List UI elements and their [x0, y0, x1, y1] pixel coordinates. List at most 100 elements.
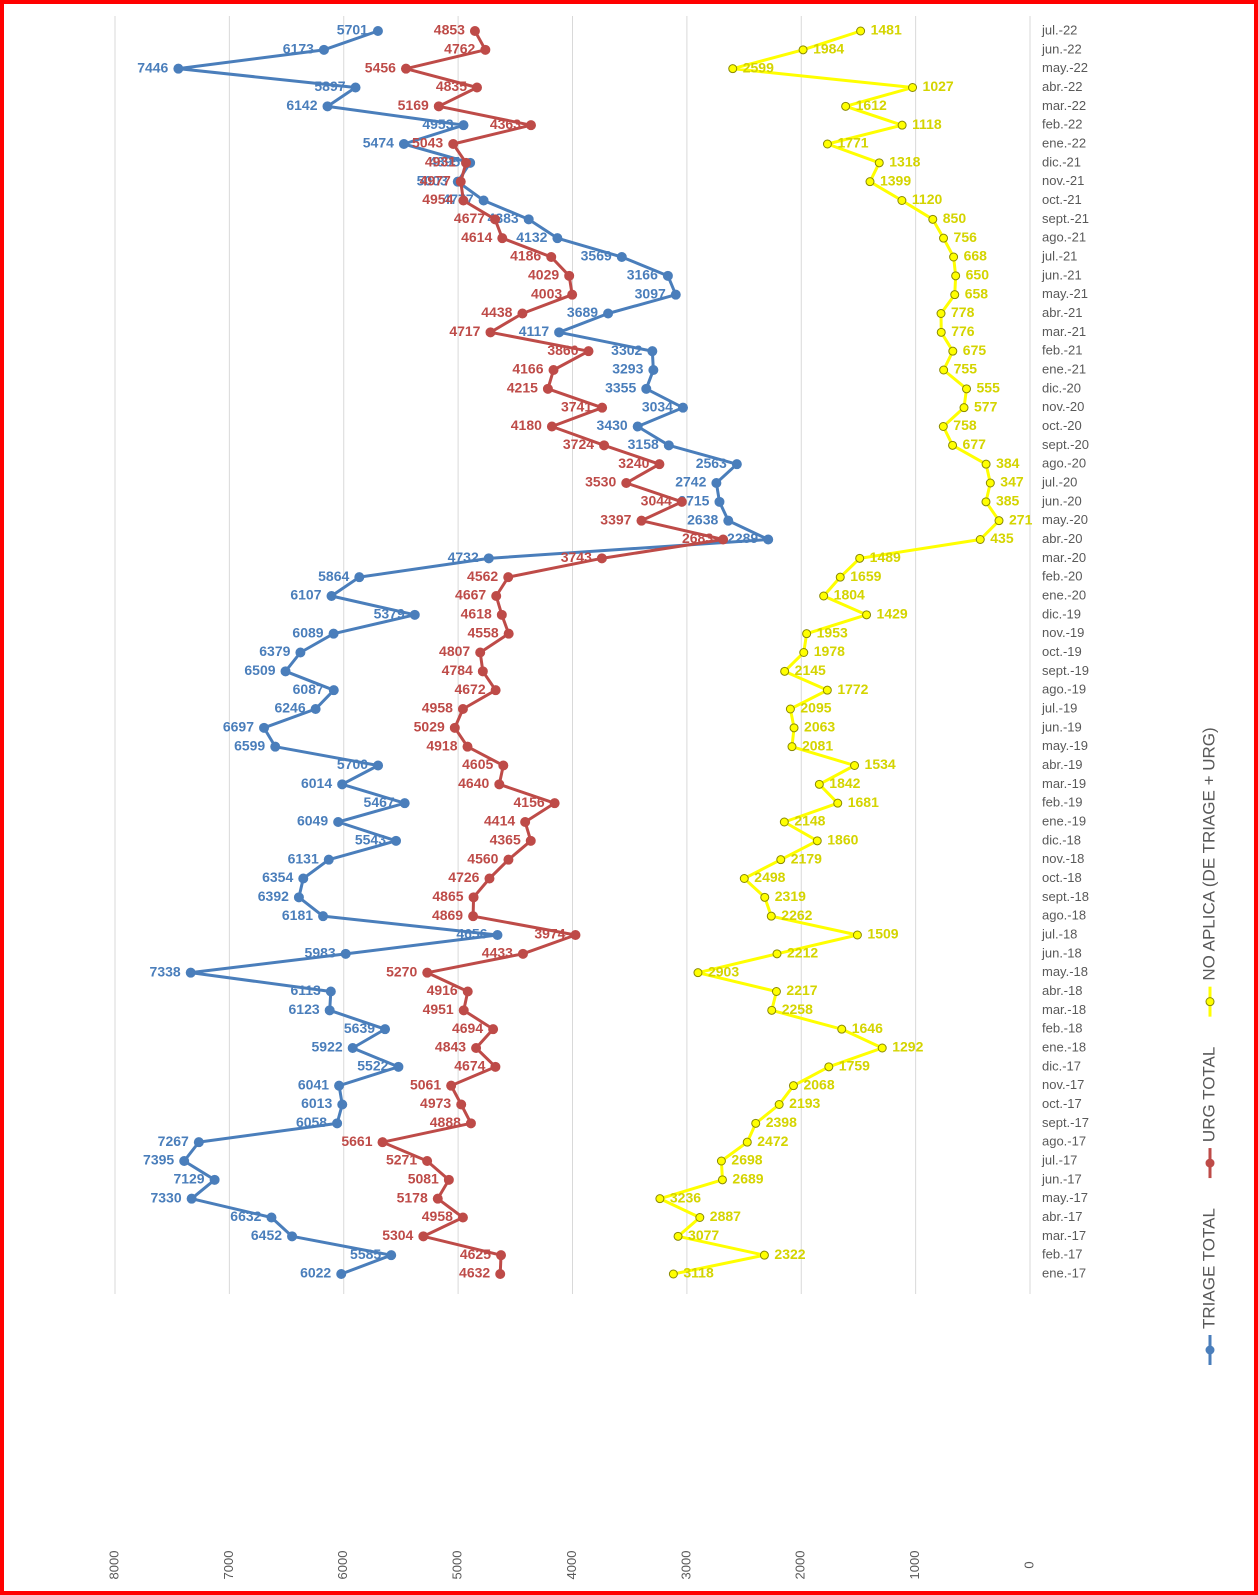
data-label: 1953	[817, 624, 848, 640]
data-label: 3158	[628, 436, 659, 452]
marker	[496, 1250, 507, 1261]
marker	[728, 64, 738, 74]
marker	[494, 779, 505, 790]
marker	[767, 1005, 777, 1015]
marker	[433, 101, 444, 112]
data-label: 3077	[688, 1227, 719, 1243]
x-tick-label: dic.-20	[1042, 380, 1081, 395]
data-label: 2599	[743, 59, 774, 75]
data-label: 1509	[867, 926, 898, 942]
marker	[185, 967, 196, 978]
x-tick-label: may.-21	[1042, 286, 1088, 301]
marker	[448, 139, 459, 149]
y-tick-label: 1000	[907, 1551, 922, 1580]
marker	[822, 139, 832, 149]
data-label: 4186	[510, 248, 541, 264]
data-label: 4958	[422, 700, 453, 716]
marker	[468, 892, 479, 903]
data-label: 4560	[467, 850, 498, 866]
marker	[718, 534, 729, 545]
marker	[695, 1213, 705, 1222]
data-label: 5271	[386, 1152, 417, 1168]
x-tick-label: may.-19	[1042, 738, 1088, 753]
data-label: 5081	[408, 1171, 439, 1187]
data-label: 3741	[561, 398, 592, 414]
marker	[670, 289, 681, 300]
marker	[478, 195, 489, 206]
data-label: 6379	[259, 643, 290, 659]
marker	[497, 233, 508, 244]
y-tick-label: 5000	[450, 1551, 465, 1580]
marker	[328, 685, 339, 696]
data-label: 4438	[481, 304, 512, 320]
data-label: 3530	[585, 474, 616, 490]
x-tick-label: feb.-21	[1042, 343, 1082, 358]
marker	[469, 26, 480, 36]
marker	[372, 26, 383, 36]
data-label: 7129	[173, 1171, 204, 1187]
marker	[856, 26, 866, 36]
marker	[193, 1137, 204, 1148]
x-tick-label: may.-22	[1042, 60, 1088, 75]
marker	[799, 648, 809, 657]
marker	[819, 591, 829, 601]
marker	[517, 948, 528, 959]
marker	[323, 854, 334, 865]
data-label: 3034	[642, 398, 673, 414]
data-label: 7338	[150, 963, 181, 979]
data-label: 2063	[804, 719, 835, 735]
marker	[525, 835, 536, 846]
x-tick-label: ene.-19	[1042, 813, 1086, 828]
data-label: 4132	[516, 229, 547, 245]
data-label: 6632	[230, 1208, 261, 1224]
data-label: 3724	[563, 436, 594, 452]
legend-label: URG TOTAL	[1199, 1047, 1218, 1142]
marker	[380, 1024, 391, 1035]
data-label: 5585	[350, 1246, 381, 1262]
data-label: 2563	[696, 455, 727, 471]
x-tick-label: dic.-19	[1042, 606, 1081, 621]
x-tick-label: nov.-17	[1042, 1077, 1084, 1092]
x-tick-label: abr.-20	[1042, 531, 1082, 546]
data-label: 3397	[600, 511, 631, 527]
marker	[731, 459, 742, 470]
data-label: 3302	[611, 342, 642, 358]
data-label: 4618	[461, 606, 492, 622]
legend-label: TRIAGE TOTAL	[1199, 1208, 1218, 1329]
data-label: 5897	[314, 78, 345, 94]
marker	[663, 440, 674, 451]
data-label: 5701	[337, 22, 368, 38]
data-label: 4003	[531, 285, 562, 301]
x-tick-label: ago.-21	[1042, 230, 1086, 245]
x-tick-label: feb.-19	[1042, 795, 1082, 810]
marker	[570, 930, 581, 940]
data-label: 5029	[414, 719, 445, 735]
data-label: 4762	[444, 41, 475, 57]
data-label: 2068	[803, 1076, 834, 1092]
x-tick-label: oct.-19	[1042, 644, 1082, 659]
marker	[488, 1024, 499, 1035]
marker	[446, 1080, 457, 1091]
marker	[677, 402, 688, 413]
x-tick-label: jun.-21	[1041, 267, 1082, 282]
marker	[465, 1118, 476, 1129]
data-label: 6131	[288, 850, 319, 866]
legend-marker	[1205, 1158, 1215, 1168]
marker	[266, 1212, 277, 1223]
data-label: 6392	[258, 888, 289, 904]
marker	[287, 1231, 298, 1242]
data-label: 4694	[452, 1020, 483, 1036]
marker	[391, 835, 402, 846]
marker	[763, 534, 774, 545]
marker	[798, 45, 808, 55]
data-label: 4869	[432, 907, 463, 923]
marker	[326, 591, 337, 601]
marker	[443, 1174, 454, 1185]
data-label: 4029	[528, 267, 559, 283]
x-tick-label: jul.-21	[1041, 248, 1077, 263]
data-label: 4166	[512, 361, 543, 377]
x-tick-label: nov.-21	[1042, 173, 1084, 188]
marker	[503, 854, 514, 865]
marker	[865, 177, 875, 187]
